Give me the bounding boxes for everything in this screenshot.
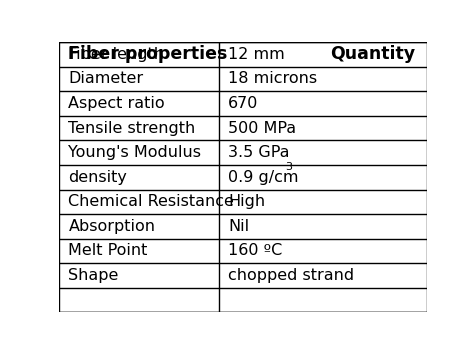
Text: Absorption: Absorption [68, 219, 155, 234]
Text: 3: 3 [285, 163, 292, 172]
Text: Melt Point: Melt Point [68, 244, 148, 258]
Text: 0.9 g/cm: 0.9 g/cm [228, 170, 299, 185]
Text: 670: 670 [228, 96, 259, 111]
Text: Tensile strength: Tensile strength [68, 121, 196, 135]
Text: Quantity: Quantity [330, 45, 416, 64]
Text: chopped strand: chopped strand [228, 268, 355, 283]
Text: 3.5 GPa: 3.5 GPa [228, 145, 290, 160]
Text: 18 microns: 18 microns [228, 72, 318, 86]
Text: Shape: Shape [68, 268, 119, 283]
Text: 500 MPa: 500 MPa [228, 121, 296, 135]
Text: Nil: Nil [228, 219, 249, 234]
Text: 12 mm: 12 mm [228, 47, 285, 62]
Text: Chemical Resistance: Chemical Resistance [68, 194, 234, 209]
Text: 160 ºC: 160 ºC [228, 244, 283, 258]
Text: Fiber length: Fiber length [68, 47, 164, 62]
Text: Fiber properties: Fiber properties [68, 45, 228, 64]
Text: Young's Modulus: Young's Modulus [68, 145, 201, 160]
Text: Diameter: Diameter [68, 72, 144, 86]
Text: High: High [228, 194, 265, 209]
Text: Aspect ratio: Aspect ratio [68, 96, 165, 111]
Text: density: density [68, 170, 128, 185]
